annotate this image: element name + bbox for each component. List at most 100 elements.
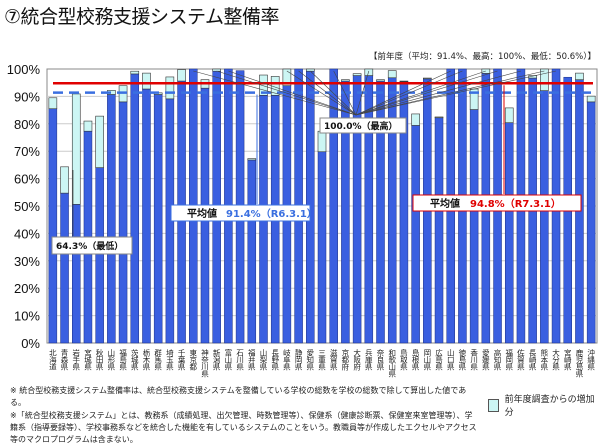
x-tick-label: 石川県	[235, 349, 244, 372]
footnote-2: ※「統合型校務支援システム」とは、教務系（成績処理、出欠管理、時数管理等）、保健…	[10, 411, 477, 444]
max-arrow	[298, 70, 357, 116]
x-tick-label: 徳島県	[458, 348, 467, 372]
x-tick-label: 宮城県	[83, 348, 92, 372]
max-arrow	[355, 70, 463, 116]
x-tick-label: 長崎県	[528, 349, 537, 372]
bar-base	[142, 88, 151, 344]
bar-increase	[504, 107, 514, 124]
max-arrow	[355, 70, 498, 116]
x-tick-label: 岩手県	[72, 348, 81, 372]
bar-base	[153, 94, 163, 344]
bar-increase	[247, 158, 257, 161]
bar-increase	[60, 166, 69, 194]
bar-increase	[423, 77, 432, 80]
bar-increase	[434, 116, 444, 119]
chart-title: ⑦統合型校務支援システム整備率	[4, 6, 279, 28]
bar-increase	[376, 79, 385, 82]
max-arrow	[355, 70, 557, 116]
y-tick-label: 70%	[14, 144, 40, 159]
x-tick-label: 大阪府	[352, 348, 361, 372]
y-tick-label: 90%	[14, 89, 40, 104]
min-annotation: 64.3%（最低）	[56, 240, 123, 252]
bar-base	[48, 108, 58, 344]
x-tick-label: 京都府	[341, 348, 350, 372]
y-tick-label: 50%	[14, 199, 40, 214]
x-tick-label: 鳥取県	[399, 348, 408, 372]
max-arrow	[355, 70, 522, 116]
x-tick-label: 秋田県	[95, 348, 104, 372]
bar-base	[130, 73, 140, 344]
x-tick-label: 宮崎県	[563, 348, 572, 372]
legend-label-increase: 前年度調査からの増加分	[504, 395, 595, 418]
bar-base	[329, 68, 338, 344]
bar-increase	[48, 97, 58, 110]
bar-base	[72, 204, 81, 344]
x-tick-label: 埼玉県	[165, 348, 174, 372]
x-tick-label: 静岡県	[294, 348, 303, 372]
x-tick-label: 福岡県	[504, 349, 513, 372]
bar-increase	[317, 130, 327, 153]
bar-increase	[259, 74, 268, 96]
x-tick-label: 滋賀県	[329, 348, 338, 372]
bar-base	[317, 151, 327, 344]
avg-prev-box	[170, 204, 311, 222]
bar-base	[586, 101, 596, 344]
x-tick-label: 愛知県	[306, 348, 315, 372]
bar-base	[118, 101, 128, 344]
bar-base	[247, 159, 257, 344]
x-tick-label: 北海道	[48, 349, 57, 372]
x-tick-label: 兵庫県	[364, 348, 373, 372]
legend-swatch-increase	[488, 398, 499, 412]
x-tick-label: 岐阜県	[282, 348, 291, 372]
legend: 前年度調査からの増加分	[488, 392, 600, 418]
x-tick-label: 広島県	[434, 348, 443, 372]
bar-increase	[142, 72, 151, 90]
x-tick-label: 新潟県	[212, 348, 221, 372]
x-tick-label: 高知県	[493, 348, 502, 372]
y-tick-label: 80%	[14, 117, 40, 132]
previous-year-note: 【前年度（平均：91.4%、最高：100%、最低：50.6%）】	[368, 52, 596, 62]
bar-base	[469, 109, 479, 344]
max-arrow	[355, 70, 451, 116]
max-arrow	[355, 70, 370, 116]
x-tick-label: 奈良県	[376, 348, 385, 372]
bar-base	[504, 122, 514, 344]
y-tick-label: 20%	[14, 281, 40, 296]
x-tick-label: 山梨県	[259, 348, 268, 372]
avg-current-box	[412, 194, 582, 212]
x-tick-label: 沖縄県	[586, 348, 595, 372]
x-tick-label: 千葉県	[177, 348, 186, 372]
bar-base	[540, 90, 549, 344]
x-tick-label: 東京都	[189, 348, 198, 372]
x-tick-label: 山形県	[107, 348, 116, 372]
x-tick-label: 和歌山県	[387, 349, 396, 379]
x-tick-label: 岡山県	[423, 349, 432, 372]
x-tick-label: 島根県	[411, 348, 420, 372]
bar-increase	[540, 68, 549, 91]
avg-current-label: 平均値	[430, 197, 460, 210]
bar-base	[352, 75, 362, 344]
bar-increase	[364, 68, 374, 76]
y-tick-label: 60%	[14, 172, 40, 187]
bar-increase	[305, 68, 315, 72]
x-tick-label: 佐賀県	[516, 348, 525, 372]
bar-increase	[130, 70, 140, 75]
footnotes: ※ 統合型校務支援システム整備率は、統合型校務支援システムを整備している学校の総…	[10, 385, 480, 446]
bar-increase	[411, 113, 420, 126]
avg-prev-label: 平均値	[187, 207, 217, 220]
x-tick-label: 群馬県	[153, 348, 162, 372]
bar-increase	[399, 80, 409, 82]
x-tick-label: 青森県	[60, 348, 69, 372]
x-tick-label: 富山県	[224, 348, 233, 372]
y-tick-label: 100%	[7, 62, 41, 77]
max-arrow	[355, 70, 545, 116]
bar-increase	[177, 69, 186, 82]
max-arrow	[355, 70, 486, 116]
y-tick-label: 0%	[21, 336, 40, 351]
x-tick-label: 福島県	[118, 349, 127, 372]
bar-base	[411, 125, 420, 344]
x-tick-label: 山口県	[446, 348, 455, 372]
avg-current-value: 94.8%（R7.3.1）	[470, 197, 561, 210]
